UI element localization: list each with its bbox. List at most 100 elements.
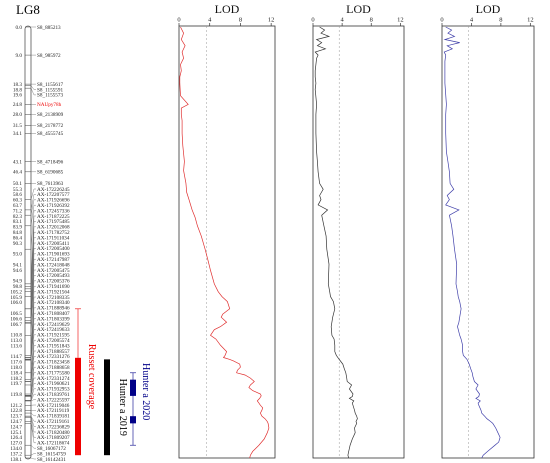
marker-position: 122.8 — [10, 408, 22, 414]
marker-name: AX-171888946 — [37, 306, 70, 312]
lod-panel-frame — [178, 25, 276, 459]
lod-panel-frame — [312, 25, 405, 459]
marker-position: 106.0 — [10, 300, 22, 306]
marker-connector — [30, 377, 36, 396]
marker-name: AX-171823458 — [37, 360, 70, 366]
marker-position: 114.7 — [11, 354, 23, 360]
marker-ax-172331276: 114.7 AX-172331276 — [11, 354, 70, 386]
marker-ax-171823458: 117.6 AX-171823458 — [11, 360, 70, 395]
marker-position: 98.8 — [13, 284, 22, 290]
marker-connector — [30, 457, 36, 460]
marker-name: S8_1155573 — [37, 93, 63, 99]
marker-connector — [30, 372, 36, 397]
hunter-2019-label: Hunter a 2019 — [117, 379, 128, 436]
marker-ax-172005574: 113.0 AX-172005574 — [11, 338, 70, 380]
marker-name: S8_2178772 — [37, 123, 64, 129]
marker-position: 106.5 — [10, 311, 22, 317]
lod-curve — [314, 26, 358, 459]
marker-connector — [30, 421, 36, 438]
lod-tick-label: 12 — [268, 17, 275, 24]
lod-curve — [179, 26, 270, 459]
marker-position: 126.4 — [10, 435, 22, 441]
marker-name: S8_7613963 — [37, 181, 64, 187]
marker-name: AX-171839761 — [37, 392, 70, 398]
marker-name: AX-172012068 — [37, 225, 70, 231]
marker-name: AX-172108340 — [37, 300, 70, 306]
marker-connector — [30, 340, 36, 380]
marker-position: 124.7 — [10, 419, 22, 425]
chromosome-bar — [24, 25, 32, 460]
marker-position: 86.4 — [13, 235, 22, 241]
marker-name: AX-171888658 — [37, 365, 70, 371]
marker-name: AX-171926392 — [37, 203, 70, 209]
lod-panel-3: LOD 0 4 8 12 — [440, 2, 535, 459]
marker-position: 106.7 — [10, 322, 22, 328]
marker-ax-172457336: 71.2 AX-172457336 — [13, 208, 70, 250]
marker-position: 127.0 — [10, 441, 22, 447]
marker-name: S8_4718496 — [37, 159, 64, 165]
marker-ax-171921595: 110.8 AX-171921595 — [11, 333, 70, 374]
marker-ax-171926392: 63.7 AX-171926392 — [13, 203, 70, 227]
marker-s8-2138909: 28.0 S8_2138909 — [13, 112, 64, 118]
marker-connector — [30, 350, 36, 382]
marker-position: 71.2 — [13, 208, 22, 214]
marker-connector — [30, 334, 36, 373]
marker-name: AX-171941690 — [37, 284, 70, 290]
marker-ax-172005376: 94.9 AX-172005376 — [13, 279, 70, 324]
marker-connector — [30, 194, 36, 210]
marker-connector — [30, 231, 36, 292]
marker-name: AX-172005376 — [37, 279, 70, 285]
marker-name: S8_4555745 — [37, 131, 64, 137]
marker-name: AX-171808407 — [37, 311, 70, 317]
marker-connector — [30, 188, 36, 200]
lod-tick-label: 0 — [440, 17, 443, 24]
marker-ax-171888557: AX-171888557 — [25, 349, 70, 382]
marker-name: AX-172207577 — [37, 192, 70, 198]
marker-name: AX-172005475 — [37, 268, 70, 274]
marker-position: 63.7 — [13, 203, 22, 209]
marker-name: S8_985972 — [37, 53, 61, 59]
marker-position: 82.3 — [13, 214, 22, 220]
chromosome-title: LG8 — [16, 2, 40, 17]
marker-position: 46.4 — [13, 170, 22, 176]
marker-position: 18.8 — [13, 87, 22, 93]
marker-position: 121.2 — [10, 403, 22, 409]
marker-name: AX-171872225 — [37, 214, 70, 220]
marker-connector — [30, 423, 36, 443]
marker-connector — [30, 248, 36, 309]
marker-s8-885213: 0.0 S8_885213 — [16, 25, 62, 31]
marker-ax-171932953: AX-171932953 — [25, 387, 70, 401]
lod-panel-2: LOD 0 4 8 12 — [311, 2, 405, 459]
marker-position: 105.9 — [10, 295, 22, 301]
marker-connector — [30, 204, 36, 226]
marker-position: 105.2 — [10, 289, 22, 295]
marker-position: 94.1 — [13, 262, 22, 268]
marker-name: AX-172005411 — [37, 241, 70, 247]
marker-s8-16142431: 138.1 S8_16142431 — [10, 457, 66, 463]
lod-tick-label: 8 — [499, 17, 502, 24]
marker-position: 93.0 — [13, 252, 22, 258]
marker-name: AX-172119161 — [37, 419, 70, 425]
marker-connector — [30, 329, 36, 361]
marker-name: AX-171820480 — [37, 430, 70, 436]
marker-s8-1155617: 18.3 S8_1155617 — [13, 82, 64, 88]
marker-position: 119.8 — [11, 392, 23, 398]
marker-name: AX-172005493 — [37, 273, 70, 279]
marker-name: AX-171775580 — [37, 370, 70, 376]
marker-connector — [30, 445, 36, 449]
marker-ax-171911034: 86.4 AX-171911034 — [13, 235, 70, 297]
marker-ax-171941690: 98.8 AX-171941690 — [13, 284, 70, 336]
marker-connector — [30, 394, 36, 401]
marker-position: 138.1 — [10, 457, 22, 463]
marker-name: S8_16067172 — [37, 446, 66, 452]
marker-name: S8_2138909 — [37, 112, 64, 118]
marker-position: 9.0 — [16, 53, 23, 59]
marker-name: AX-172226245 — [37, 187, 70, 193]
hunter-2020-label: Hunter a 2020 — [140, 363, 151, 420]
marker-connector — [30, 259, 36, 318]
marker-position: 113.0 — [11, 338, 23, 344]
marker-name: S8_1155617 — [37, 82, 63, 88]
marker-naupy78h: 24.8 NAUpy78h — [13, 102, 62, 108]
marker-name: S8_885213 — [37, 25, 61, 31]
marker-position: 18.3 — [13, 82, 22, 88]
